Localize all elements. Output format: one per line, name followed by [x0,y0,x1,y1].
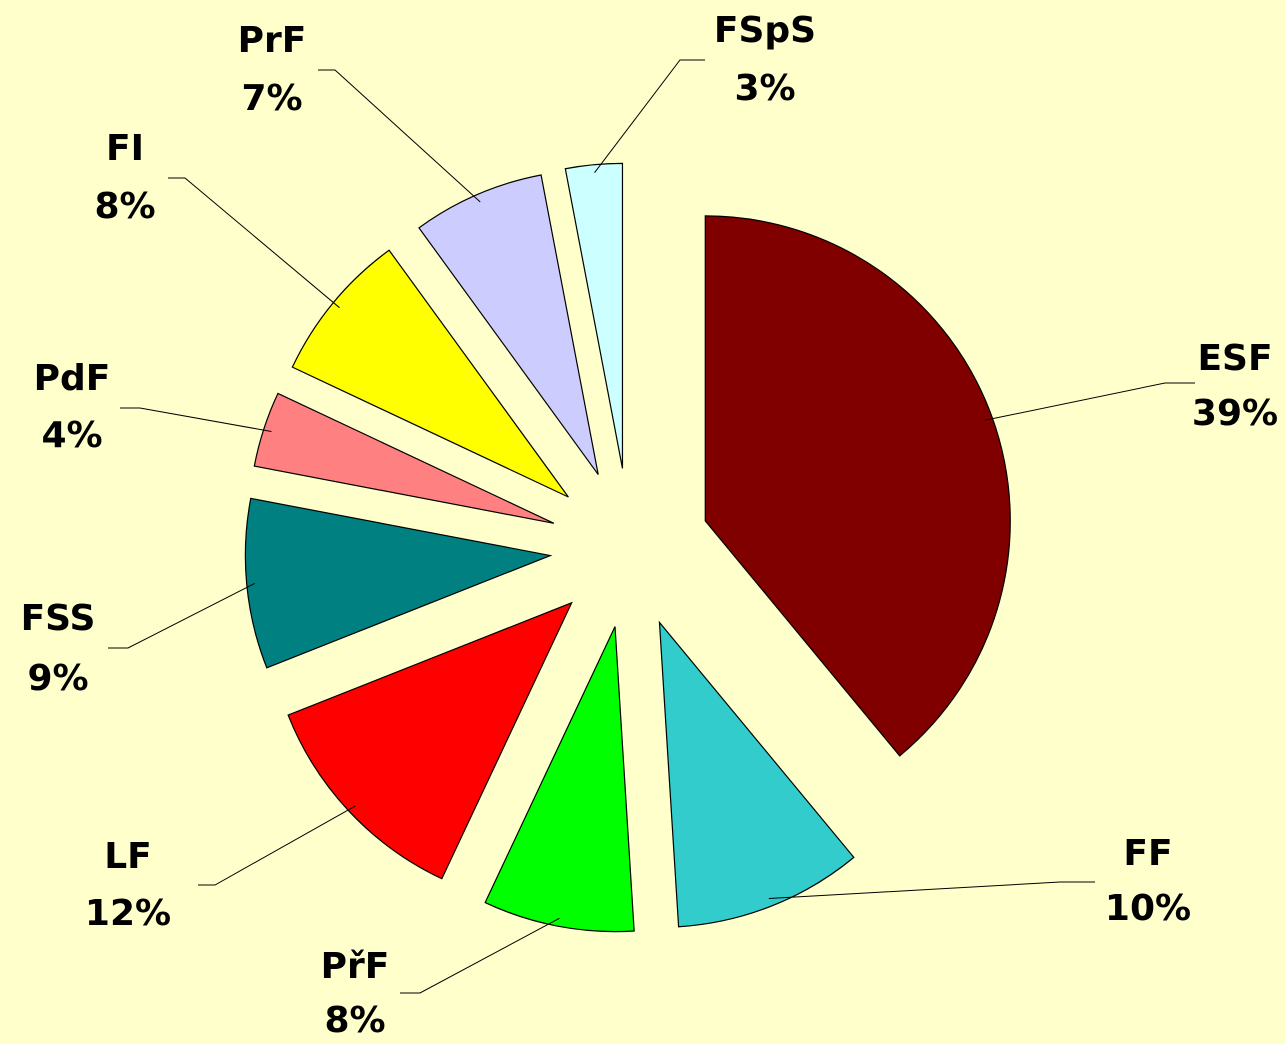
slice-label: LF [104,836,152,877]
leader-line [120,407,272,432]
leader-line [168,177,340,309]
slice-value-label: 10% [1105,888,1191,929]
leader-line [768,881,1095,900]
pie-slice [704,215,1011,757]
slice-value-label: 39% [1192,393,1278,434]
slice-value-label: 9% [27,658,88,699]
slice-label: PrF [238,20,307,61]
leader-line [318,69,481,203]
pie-slice [484,626,635,933]
pie-slice [564,162,624,469]
leader-line [594,59,705,173]
pie-slice [244,497,553,669]
slice-label: FSS [21,598,96,639]
pie-slice [287,601,573,880]
slice-value-label: 7% [241,78,302,119]
slice-label: FI [106,128,144,169]
pie-slice [658,620,855,928]
slice-label: PřF [321,946,390,987]
slice-value-label: 8% [324,1000,385,1041]
slice-value-label: 12% [85,893,171,934]
slice-value-label: 8% [94,186,155,227]
leader-line [108,583,255,649]
slice-value-label: 4% [41,415,102,456]
leader-line [400,917,560,994]
slice-value-label: 3% [734,68,795,109]
slice-label: FSpS [714,10,816,51]
pie-slice [253,392,555,524]
slice-label: FF [1123,833,1172,874]
pie-slice [418,174,599,475]
slice-label: ESF [1197,338,1272,379]
leader-line [198,805,356,886]
leader-line [984,382,1195,421]
slice-label: PdF [34,358,111,399]
